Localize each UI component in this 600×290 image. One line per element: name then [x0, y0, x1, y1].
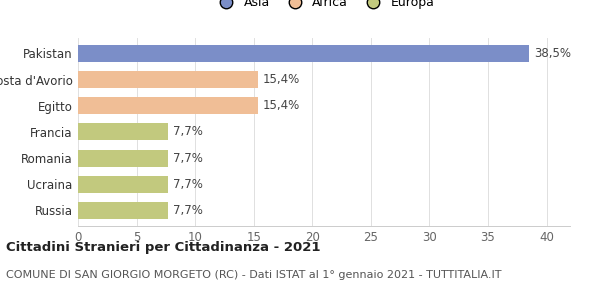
- Text: 38,5%: 38,5%: [533, 47, 571, 60]
- Text: Cittadini Stranieri per Cittadinanza - 2021: Cittadini Stranieri per Cittadinanza - 2…: [6, 241, 320, 254]
- Bar: [78, 124, 168, 140]
- Text: 7,7%: 7,7%: [173, 204, 203, 217]
- Text: 15,4%: 15,4%: [263, 99, 301, 112]
- Text: 7,7%: 7,7%: [173, 126, 203, 138]
- Bar: [78, 150, 168, 167]
- Bar: [78, 45, 529, 62]
- Bar: [78, 176, 168, 193]
- Text: 15,4%: 15,4%: [263, 73, 301, 86]
- Text: 7,7%: 7,7%: [173, 152, 203, 165]
- Text: COMUNE DI SAN GIORGIO MORGETO (RC) - Dati ISTAT al 1° gennaio 2021 - TUTTITALIA.: COMUNE DI SAN GIORGIO MORGETO (RC) - Dat…: [6, 270, 502, 280]
- Text: 7,7%: 7,7%: [173, 178, 203, 191]
- Bar: [78, 97, 259, 114]
- Legend: Asia, Africa, Europa: Asia, Africa, Europa: [209, 0, 439, 14]
- Bar: [78, 71, 259, 88]
- Bar: [78, 202, 168, 219]
